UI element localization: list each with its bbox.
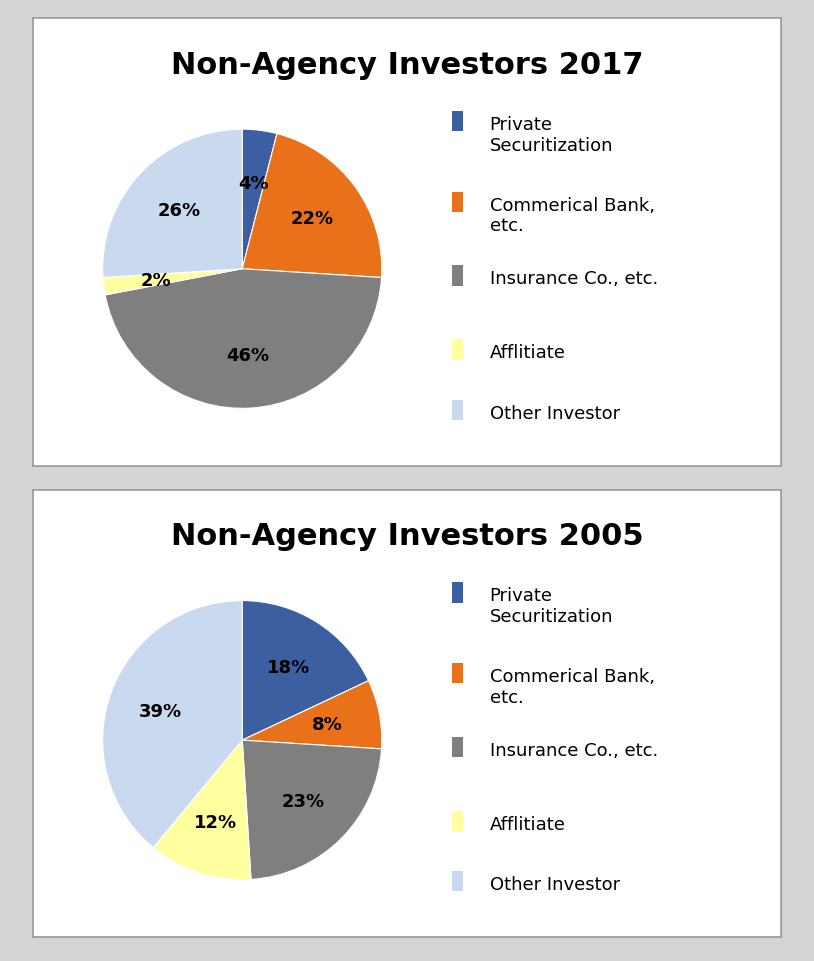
Text: 26%: 26% (158, 201, 201, 219)
Text: 18%: 18% (267, 658, 310, 677)
Text: Other Investor: Other Investor (490, 875, 619, 893)
Text: Commerical Bank,
etc.: Commerical Bank, etc. (490, 667, 654, 706)
FancyBboxPatch shape (452, 266, 463, 286)
FancyBboxPatch shape (452, 340, 463, 360)
FancyBboxPatch shape (452, 400, 463, 420)
Text: 2%: 2% (141, 271, 172, 289)
FancyBboxPatch shape (452, 811, 463, 831)
FancyBboxPatch shape (452, 111, 463, 132)
Text: Private
Securitization: Private Securitization (490, 587, 613, 626)
Wedge shape (103, 130, 243, 279)
FancyBboxPatch shape (452, 871, 463, 891)
Text: Non-Agency Investors 2005: Non-Agency Investors 2005 (171, 522, 643, 551)
FancyBboxPatch shape (452, 582, 463, 603)
Text: 23%: 23% (282, 793, 325, 810)
Wedge shape (103, 601, 243, 848)
Text: 8%: 8% (312, 715, 343, 733)
Text: 22%: 22% (291, 209, 334, 228)
Text: Insurance Co., etc.: Insurance Co., etc. (490, 270, 658, 288)
Wedge shape (243, 601, 369, 740)
Text: Non-Agency Investors 2017: Non-Agency Investors 2017 (171, 51, 643, 80)
Wedge shape (103, 269, 243, 296)
FancyBboxPatch shape (452, 663, 463, 683)
Text: 4%: 4% (238, 175, 269, 193)
FancyBboxPatch shape (452, 192, 463, 212)
Text: Private
Securitization: Private Securitization (490, 116, 613, 155)
Text: Afflitiate: Afflitiate (490, 344, 566, 362)
Wedge shape (243, 740, 382, 879)
Wedge shape (153, 740, 251, 879)
Wedge shape (243, 135, 382, 279)
Text: 46%: 46% (226, 347, 269, 365)
Text: Insurance Co., etc.: Insurance Co., etc. (490, 741, 658, 759)
FancyBboxPatch shape (452, 737, 463, 757)
Text: 12%: 12% (194, 814, 237, 831)
Text: Afflitiate: Afflitiate (490, 815, 566, 833)
Text: Commerical Bank,
etc.: Commerical Bank, etc. (490, 196, 654, 235)
Wedge shape (243, 130, 277, 269)
Text: 39%: 39% (139, 702, 182, 720)
Wedge shape (105, 269, 382, 408)
Text: Other Investor: Other Investor (490, 405, 619, 422)
Wedge shape (243, 681, 382, 750)
